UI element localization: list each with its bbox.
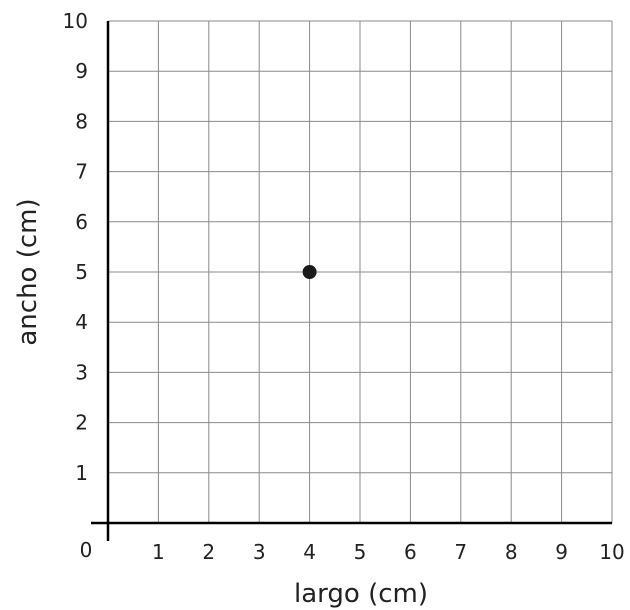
x-tick-label: 10 <box>599 540 624 564</box>
x-tick-label: 3 <box>253 540 266 564</box>
x-axis-title: largo (cm) <box>294 579 428 609</box>
x-tick-label: 2 <box>202 540 215 564</box>
y-tick-label: 3 <box>75 360 88 384</box>
y-tick-label: 8 <box>75 109 88 133</box>
data-point <box>302 265 317 279</box>
y-axis-title: ancho (cm) <box>13 198 43 345</box>
x-tick-label: 7 <box>454 540 467 564</box>
y-tick-label: 2 <box>75 411 88 435</box>
x-tick-label: 9 <box>555 540 568 564</box>
y-tick-label: 4 <box>75 310 88 334</box>
y-tick-label: 7 <box>75 160 88 184</box>
x-tick-label: 4 <box>303 540 316 564</box>
x-tick-label: 1 <box>152 540 165 564</box>
y-tick-label: 5 <box>75 260 88 284</box>
data-points <box>302 265 317 279</box>
x-tick-label: 8 <box>505 540 518 564</box>
y-tick-label: 6 <box>75 210 88 234</box>
x-tick-label: 5 <box>354 540 367 564</box>
origin-label: 0 <box>80 538 93 562</box>
y-tick-label: 10 <box>63 9 88 33</box>
grid-lines <box>108 20 613 523</box>
x-tick-label: 6 <box>404 540 417 564</box>
y-tick-label: 9 <box>75 59 88 83</box>
x-tick-labels: 1 2 3 4 5 6 7 8 9 10 <box>152 540 625 564</box>
y-tick-label: 1 <box>75 461 88 485</box>
y-tick-labels: 1 2 3 4 5 6 7 8 9 10 <box>63 9 88 485</box>
